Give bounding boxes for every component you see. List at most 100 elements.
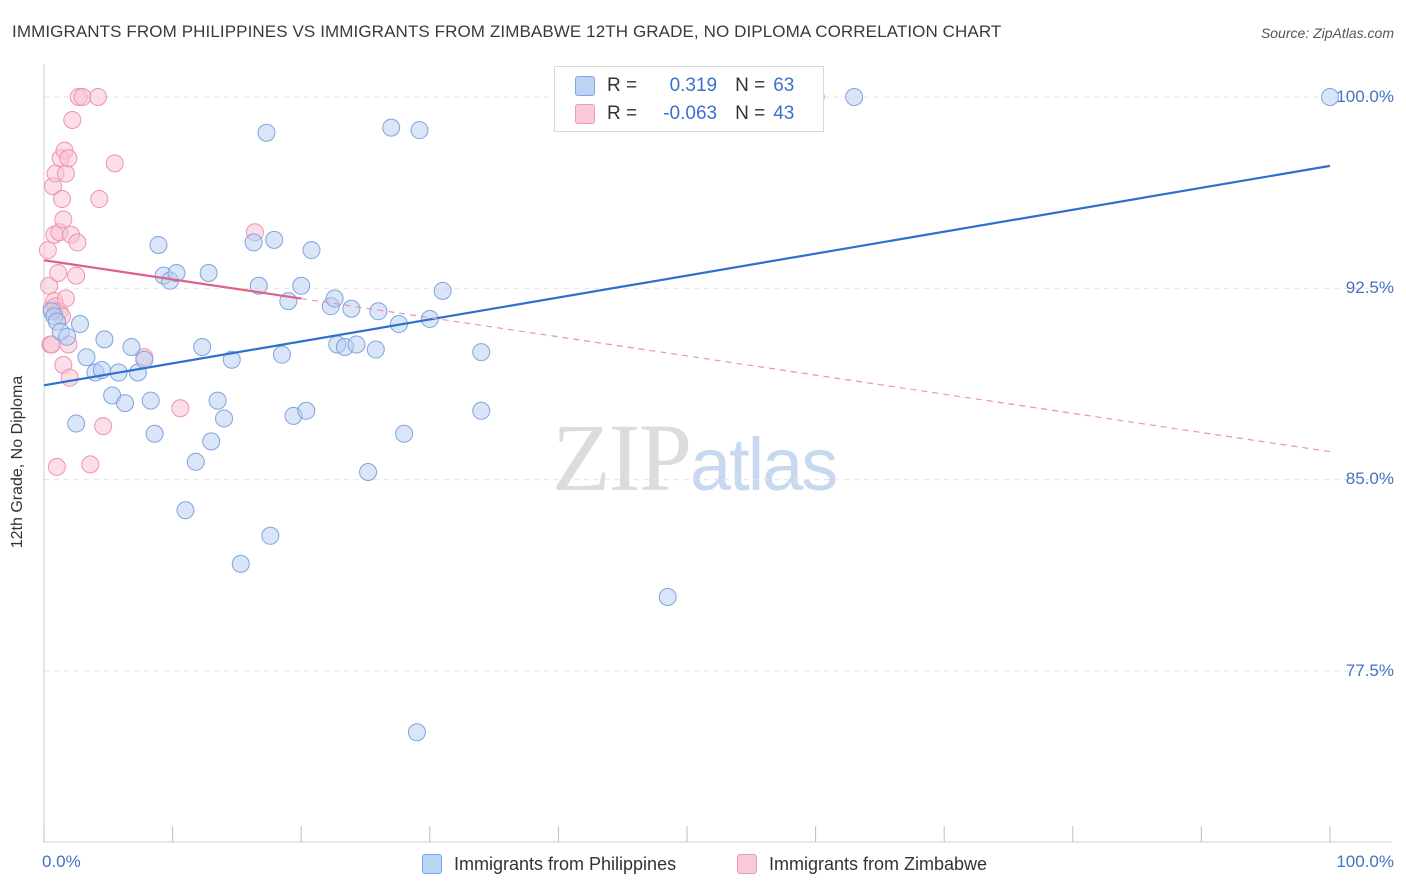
- y-tick-label: 100.0%: [1336, 87, 1394, 106]
- philippines-point: [244, 233, 263, 252]
- zimbabwe-point: [49, 264, 68, 283]
- philippines-point: [135, 350, 154, 369]
- zimbabwe-point: [105, 154, 124, 173]
- legend-n-label: N =: [735, 103, 766, 124]
- philippines-point: [1321, 88, 1339, 106]
- philippines-point: [202, 432, 221, 451]
- zimbabwe-point: [47, 457, 66, 476]
- philippines-point: [369, 302, 388, 321]
- philippines-swatch: [575, 76, 595, 96]
- legend-row-zimbabwe: R = -0.063 N = 43: [575, 101, 794, 127]
- philippines-point: [208, 391, 227, 410]
- zimbabwe-point: [81, 455, 100, 474]
- x-tick-label-max: 100.0%: [1336, 852, 1394, 871]
- philippines-point: [325, 289, 344, 308]
- zimbabwe-point: [73, 88, 92, 106]
- philippines-point: [302, 241, 321, 260]
- legend-r-value: 0.319: [669, 75, 718, 96]
- philippines-point: [366, 340, 385, 359]
- philippines-point: [410, 121, 429, 140]
- philippines-point: [231, 554, 250, 573]
- philippines-point: [359, 463, 378, 482]
- zimbabwe-point: [54, 210, 73, 229]
- zimbabwe-point: [63, 110, 82, 129]
- philippines-legend-label: Immigrants from Philippines: [454, 853, 677, 874]
- philippines-point: [222, 350, 241, 369]
- philippines-point: [472, 343, 491, 362]
- zimbabwe-point: [59, 149, 78, 168]
- philippines-point: [58, 327, 77, 346]
- zimbabwe-legend-label: Immigrants from Zimbabwe: [769, 853, 988, 874]
- philippines-point: [215, 409, 234, 428]
- watermark-atlas: atlas: [690, 423, 838, 506]
- philippines-point: [292, 276, 311, 295]
- philippines-point: [122, 338, 141, 357]
- zimbabwe-point: [56, 289, 75, 308]
- zimbabwe-swatch: [575, 104, 595, 124]
- legend-row-philippines: R = 0.319 N = 63: [575, 73, 794, 99]
- bottom-legend-philippines: Immigrants from Philippines: [422, 852, 676, 876]
- philippines-trend-line: [43, 164, 1331, 387]
- philippines-point: [297, 401, 316, 420]
- philippines-point: [77, 348, 96, 367]
- philippines-point: [265, 230, 284, 249]
- y-tick-label: 92.5%: [1345, 278, 1394, 297]
- philippines-point: [395, 424, 414, 443]
- zimbabwe-point: [60, 368, 79, 387]
- philippines-point: [249, 276, 268, 295]
- philippines-point: [658, 588, 677, 607]
- source-label: Source: ZipAtlas.com: [1260, 25, 1394, 41]
- legend-n-value: 43: [773, 103, 795, 124]
- legend-n-value: 63: [773, 75, 795, 96]
- zimbabwe-trend-line: [43, 259, 302, 300]
- bottom-legend-zimbabwe: Immigrants from Zimbabwe: [737, 852, 987, 876]
- philippines-point: [272, 345, 291, 364]
- watermark-zip: ZIP: [552, 404, 692, 511]
- philippines-point: [257, 123, 276, 142]
- zimbabwe-point: [38, 241, 57, 260]
- watermark: ZIPatlas: [552, 402, 838, 513]
- philippines-point: [472, 401, 491, 420]
- philippines-point: [193, 338, 212, 357]
- zimbabwe-point: [90, 190, 109, 209]
- y-tick-label: 85.0%: [1345, 469, 1394, 488]
- y-axis-label: 12th Grade, No Diploma: [9, 375, 26, 549]
- zimbabwe-point: [56, 164, 75, 183]
- y-tick-label: 77.5%: [1345, 661, 1394, 680]
- zimbabwe-point: [171, 399, 190, 418]
- philippines-point: [95, 330, 114, 349]
- philippines-point: [141, 391, 160, 410]
- zimbabwe-point: [89, 88, 108, 106]
- philippines-point: [176, 501, 195, 520]
- zimbabwe-point: [94, 417, 113, 436]
- zimbabwe-point: [67, 266, 86, 285]
- philippines-point: [71, 315, 90, 334]
- zimbabwe-trend-extension: [301, 297, 1331, 453]
- philippines-point: [845, 88, 864, 106]
- correlation-legend: R = 0.319 N = 63 R = -0.063 N = 43: [554, 66, 824, 132]
- legend-n-label: N =: [735, 75, 766, 96]
- philippines-point: [342, 299, 361, 318]
- philippines-point: [433, 281, 452, 300]
- philippines-point: [167, 264, 186, 283]
- philippines-point: [186, 452, 205, 471]
- philippines-point: [116, 394, 135, 413]
- legend-r-value: -0.063: [663, 103, 718, 124]
- philippines-point: [199, 264, 218, 283]
- philippines-legend-swatch: [422, 854, 442, 874]
- philippines-point: [149, 235, 168, 254]
- zimbabwe-legend-swatch: [737, 854, 757, 874]
- philippines-point: [407, 723, 426, 742]
- zimbabwe-point: [53, 190, 72, 209]
- philippines-point: [145, 424, 164, 443]
- philippines-point: [382, 118, 401, 137]
- legend-r-label: R =: [607, 75, 638, 96]
- philippines-point: [67, 414, 86, 433]
- philippines-point: [347, 335, 366, 354]
- chart-title: IMMIGRANTS FROM PHILIPPINES VS IMMIGRANT…: [12, 22, 1002, 41]
- x-tick-label-min: 0.0%: [42, 852, 81, 871]
- philippines-point: [261, 526, 280, 545]
- zimbabwe-point: [68, 233, 87, 252]
- legend-r-label: R =: [607, 103, 638, 124]
